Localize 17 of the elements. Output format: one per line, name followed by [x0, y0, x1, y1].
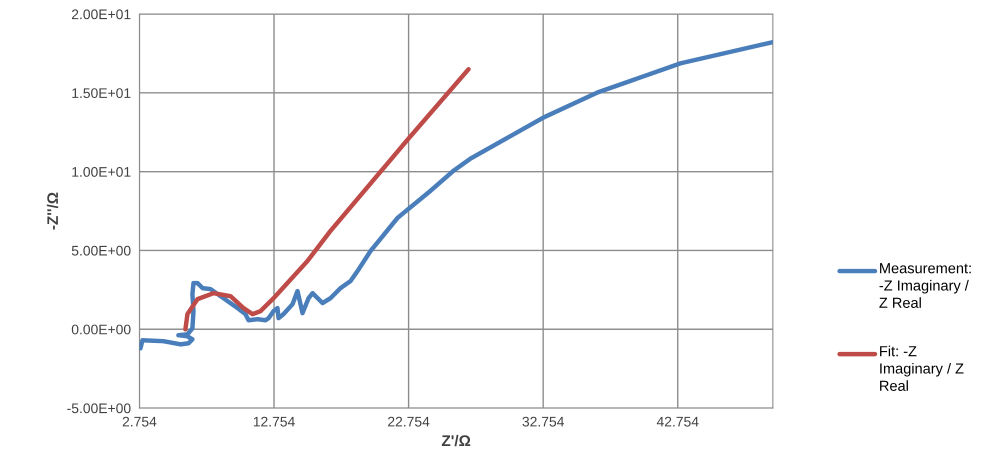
line-series	[139, 40, 773, 351]
y-tick-label: 1.00E+01	[72, 166, 130, 177]
x-axis-title: Z'/Ω	[442, 434, 470, 446]
y-tick-label: 1.50E+01	[72, 88, 130, 98]
x-tick-label: 12.754	[254, 416, 295, 427]
y-tick-label: 2.00E+01	[72, 9, 130, 20]
x-tick-label: 2.754	[122, 416, 156, 427]
x-tick-label: 22.754	[388, 416, 430, 427]
legend-label: Fit: -Z Imaginary / Z Real	[880, 346, 964, 391]
y-tick-label: 0.00E+00	[72, 324, 131, 334]
y-axis-title: -Z''/Ω	[46, 192, 58, 230]
line-series	[183, 67, 471, 332]
legend-label: Measurement: -Z Imaginary / Z Real	[879, 263, 971, 308]
x-tick-label: 42.754	[656, 416, 699, 427]
y-tick-label: -5.00E+00	[67, 403, 131, 414]
x-tick-label: 32.754	[522, 416, 564, 427]
y-tick-label: 5.00E+00	[72, 246, 131, 256]
